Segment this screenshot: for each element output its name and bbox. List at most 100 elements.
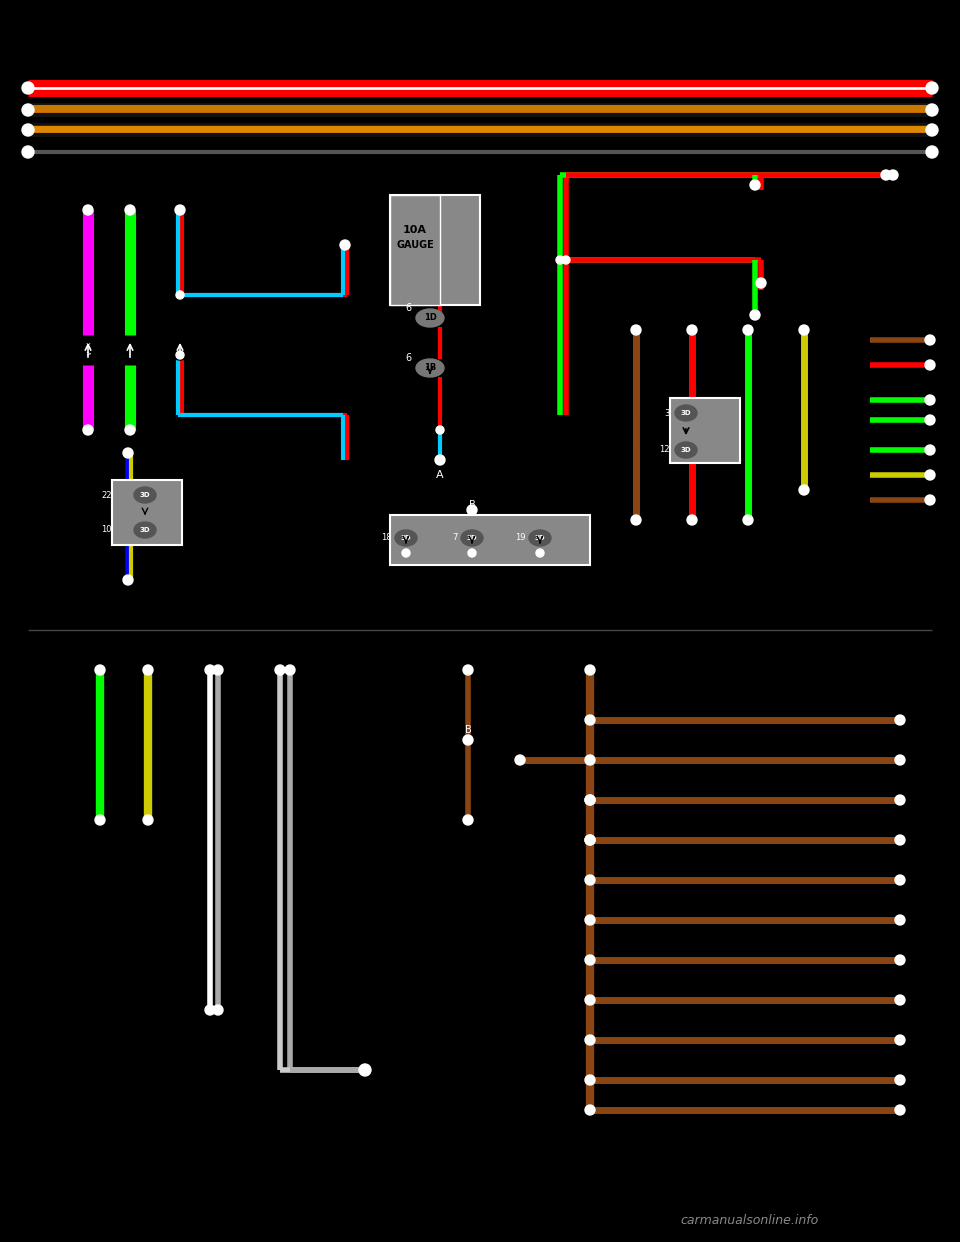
Circle shape — [585, 1076, 595, 1086]
Circle shape — [585, 876, 595, 886]
Ellipse shape — [529, 530, 551, 546]
Circle shape — [585, 995, 595, 1005]
Circle shape — [143, 815, 153, 825]
Circle shape — [123, 575, 133, 585]
Bar — [390, 195, 440, 306]
Circle shape — [925, 360, 935, 370]
Circle shape — [170, 340, 190, 360]
Circle shape — [750, 180, 760, 190]
Circle shape — [83, 425, 93, 435]
Text: 10: 10 — [102, 525, 112, 534]
Circle shape — [895, 876, 905, 886]
Circle shape — [285, 664, 295, 674]
Text: X
>: X > — [85, 344, 91, 356]
Circle shape — [467, 505, 477, 515]
Circle shape — [799, 484, 809, 496]
Text: GAUGE: GAUGE — [396, 240, 434, 250]
Circle shape — [402, 549, 410, 556]
Circle shape — [925, 415, 935, 425]
Circle shape — [631, 515, 641, 525]
Text: 6: 6 — [405, 353, 411, 363]
Ellipse shape — [416, 309, 444, 327]
Circle shape — [468, 549, 476, 556]
Circle shape — [895, 995, 905, 1005]
Text: 3: 3 — [664, 409, 670, 417]
Circle shape — [687, 515, 697, 525]
Bar — [670, 397, 740, 463]
Text: 19: 19 — [516, 534, 526, 543]
Circle shape — [515, 755, 525, 765]
Text: B: B — [468, 501, 475, 510]
Text: 10A: 10A — [403, 225, 427, 235]
Circle shape — [22, 124, 34, 137]
Circle shape — [213, 664, 223, 674]
Circle shape — [585, 955, 595, 965]
Circle shape — [895, 1035, 905, 1045]
Text: 3D: 3D — [400, 535, 411, 542]
Ellipse shape — [416, 359, 444, 378]
Text: 6: 6 — [405, 303, 411, 313]
Text: 7: 7 — [452, 534, 458, 543]
Circle shape — [340, 240, 350, 250]
Text: B: B — [465, 725, 471, 735]
Circle shape — [750, 310, 760, 320]
Circle shape — [926, 82, 938, 94]
Circle shape — [143, 664, 153, 674]
Ellipse shape — [675, 405, 697, 421]
Text: 22: 22 — [102, 491, 112, 499]
Circle shape — [895, 755, 905, 765]
Circle shape — [881, 170, 891, 180]
Circle shape — [176, 351, 184, 359]
Circle shape — [22, 82, 34, 94]
Circle shape — [95, 664, 105, 674]
Circle shape — [585, 795, 595, 805]
Circle shape — [925, 335, 935, 345]
Circle shape — [463, 815, 473, 825]
Text: 3D: 3D — [535, 535, 545, 542]
Circle shape — [925, 445, 935, 455]
Circle shape — [125, 425, 135, 435]
Circle shape — [585, 835, 595, 845]
Circle shape — [123, 448, 133, 458]
Circle shape — [585, 1105, 595, 1115]
Circle shape — [205, 1005, 215, 1015]
Circle shape — [895, 715, 905, 725]
Circle shape — [925, 395, 935, 405]
Circle shape — [895, 915, 905, 925]
Circle shape — [213, 1005, 223, 1015]
Ellipse shape — [134, 522, 156, 538]
Circle shape — [125, 205, 135, 215]
Circle shape — [925, 496, 935, 505]
Circle shape — [95, 815, 105, 825]
Bar — [390, 195, 480, 306]
Circle shape — [585, 715, 595, 725]
Text: 3D: 3D — [140, 527, 151, 533]
Circle shape — [435, 455, 445, 465]
Ellipse shape — [461, 530, 483, 546]
Circle shape — [895, 835, 905, 845]
Circle shape — [585, 915, 595, 925]
Circle shape — [585, 795, 595, 805]
Circle shape — [585, 835, 595, 845]
Circle shape — [743, 515, 753, 525]
Circle shape — [888, 170, 898, 180]
Circle shape — [925, 469, 935, 479]
Bar — [112, 479, 182, 545]
Text: 18: 18 — [381, 534, 392, 543]
Circle shape — [756, 278, 766, 288]
Circle shape — [926, 104, 938, 116]
Circle shape — [895, 1105, 905, 1115]
Circle shape — [585, 1035, 595, 1045]
Ellipse shape — [675, 442, 697, 458]
Circle shape — [585, 664, 595, 674]
Circle shape — [926, 124, 938, 137]
Circle shape — [176, 291, 184, 299]
Text: 3D: 3D — [140, 492, 151, 498]
Circle shape — [536, 549, 544, 556]
Circle shape — [463, 735, 473, 745]
Text: 1B: 1B — [424, 364, 436, 373]
Text: 1D: 1D — [423, 313, 437, 323]
Text: 3D: 3D — [467, 535, 477, 542]
Circle shape — [436, 426, 444, 433]
Text: carmanualsonline.info: carmanualsonline.info — [681, 1213, 819, 1227]
